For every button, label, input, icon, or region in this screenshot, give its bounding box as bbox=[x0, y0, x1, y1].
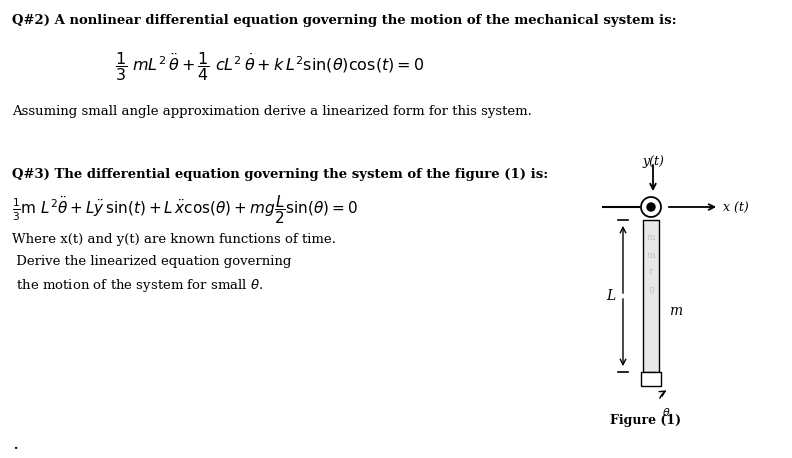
Text: m: m bbox=[647, 234, 655, 242]
Text: m: m bbox=[647, 251, 655, 260]
Text: Assuming small angle approximation derive a linearized form for this system.: Assuming small angle approximation deriv… bbox=[12, 105, 532, 118]
Text: Q#3) The differential equation governing the system of the figure (1) is:: Q#3) The differential equation governing… bbox=[12, 168, 548, 181]
Text: $\theta$: $\theta$ bbox=[661, 406, 670, 418]
Text: Figure (1): Figure (1) bbox=[611, 414, 682, 427]
Text: the motion of the system for small $\theta$.: the motion of the system for small $\the… bbox=[12, 277, 264, 294]
Text: y(t): y(t) bbox=[642, 155, 664, 168]
Text: Derive the linearized equation governing: Derive the linearized equation governing bbox=[12, 255, 291, 268]
Text: Q#2) A nonlinear differential equation governing the motion of the mechanical sy: Q#2) A nonlinear differential equation g… bbox=[12, 14, 676, 27]
Bar bbox=[641, 372, 661, 386]
Text: g: g bbox=[648, 284, 654, 294]
Text: $\frac{1}{3}$$\mathrm{m}\ L^2\ddot{\theta} + L\ddot{y}\,\mathrm{sin}(t) + L\,\dd: $\frac{1}{3}$$\mathrm{m}\ L^2\ddot{\thet… bbox=[12, 193, 358, 226]
Text: x (t): x (t) bbox=[723, 202, 748, 214]
Text: $\dfrac{1}{3}\ mL^2\,\ddot{\theta} + \dfrac{1}{4}\ cL^2\,\dot{\theta} + k\,L^2\s: $\dfrac{1}{3}\ mL^2\,\ddot{\theta} + \df… bbox=[116, 50, 425, 83]
Text: r: r bbox=[649, 267, 653, 277]
Circle shape bbox=[647, 203, 655, 211]
Bar bbox=[643, 220, 659, 372]
Text: Where x(t) and y(t) are known functions of time.: Where x(t) and y(t) are known functions … bbox=[12, 233, 336, 246]
Text: m: m bbox=[669, 304, 682, 318]
Text: L: L bbox=[607, 289, 615, 303]
Text: .: . bbox=[12, 435, 18, 453]
